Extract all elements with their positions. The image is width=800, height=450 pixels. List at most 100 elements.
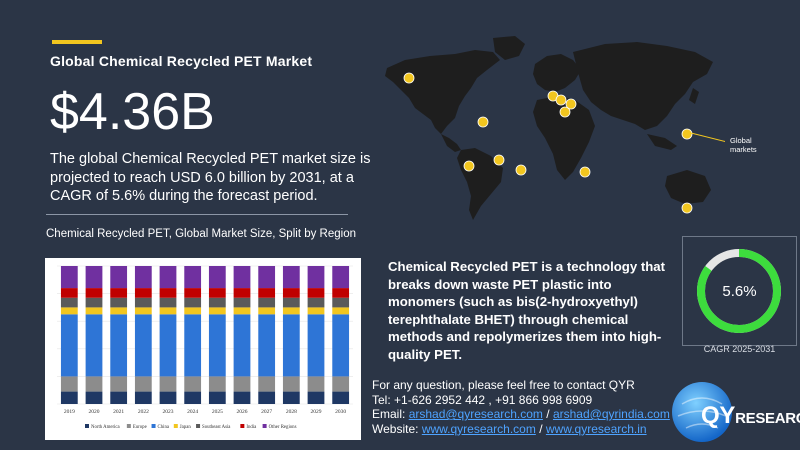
bar-segment-india [208,288,226,298]
logo-globe-icon [672,382,732,442]
bar-segment-japan [282,307,300,315]
legend-swatch [151,424,156,428]
x-tick-label: 2026 [237,409,248,415]
bar-segment-europe [208,376,226,392]
email-separator: / [542,407,553,421]
email-link-1[interactable]: arshad@qyresearch.com [408,407,543,421]
legend-label: Southeast Asia [202,425,231,430]
bar-segment-southeast-asia [134,297,152,308]
cagr-ring-arc [697,249,781,333]
africa-shape [533,96,595,180]
bar-segment-north-america [184,391,202,404]
divider [46,214,348,215]
cagr-box: 5.6% [682,236,797,346]
bar-segment-other-regions [159,266,177,289]
bar-segment-india [258,288,276,298]
bar-segment-india [85,288,103,298]
map-marker [477,116,489,128]
x-tick-label: 2019 [64,409,75,415]
map-marker [681,128,693,140]
bar-segment-north-america [233,391,251,404]
legend-swatch [262,424,267,428]
legend-label: Europe [133,425,147,430]
bar-segment-north-america [159,391,177,404]
x-tick-label: 2027 [261,409,272,415]
website-link-2[interactable]: www.qyresearch.in [545,421,647,436]
bar-segment-china [110,314,128,377]
bar-segment-india [110,288,128,298]
bar-segment-north-america [258,391,276,404]
chart-caption: Chemical Recycled PET, Global Market Siz… [46,228,356,240]
map-legend-label: Global markets [730,136,757,154]
contact-intro: For any question, please feel free to co… [372,378,635,392]
bar-segment-europe [110,376,128,392]
bar-segment-india [184,288,202,298]
bar-segment-southeast-asia [332,297,350,308]
central-america-shape [441,134,461,152]
legend-label: India [246,425,257,430]
bar-segment-other-regions [208,266,226,289]
bar-segment-other-regions [85,266,103,289]
map-marker [555,94,567,106]
bar-segment-north-america [110,391,128,404]
email-label: Email: [372,407,409,421]
logo-text-big: QY [701,402,736,429]
website-link-1[interactable]: www.qyresearch.com [421,421,536,436]
bar-segment-other-regions [60,266,78,289]
bar-segment-china [332,314,350,377]
bar-segment-europe [258,376,276,392]
greenland-shape [493,36,525,60]
bar-segment-india [159,288,177,298]
bar-segment-southeast-asia [282,297,300,308]
website-separator: / [535,421,546,436]
bar-segment-china [60,314,78,377]
legend-swatch [240,424,245,428]
qyresearch-logo: QYRESEARCH [668,378,800,446]
email-link-2[interactable]: arshad@qyrindia.com [552,407,670,421]
asia-shape [573,42,713,130]
bar-segment-other-regions [258,266,276,289]
bar-segment-europe [233,376,251,392]
bar-segment-other-regions [134,266,152,289]
x-tick-label: 2021 [113,409,124,415]
bar-segment-other-regions [332,266,350,289]
bar-segment-india [233,288,251,298]
bar-segment-north-america [282,391,300,404]
x-tick-label: 2030 [335,409,346,415]
x-tick-label: 2023 [163,409,174,415]
bar-segment-southeast-asia [233,297,251,308]
bar-segment-japan [208,307,226,315]
contact-website: Website: www.qyresearch.com / www.qyrese… [372,422,672,437]
contact-block: For any question, please feel free to co… [372,378,672,436]
region-chart: 2019 2020 2021 2022 2023 2024 2025 2026 2027 2028… [45,258,361,440]
bar-segment-japan [184,307,202,315]
bar-segment-north-america [307,391,325,404]
bar-segment-china [159,314,177,377]
world-map [385,36,725,220]
legend-swatch [85,424,89,428]
contact-tel: Tel: +1-626 2952 442 , +91 866 998 6909 [372,393,672,408]
bar-segment-north-america [134,391,152,404]
bar-segment-india [134,288,152,298]
bar-segment-japan [258,307,276,315]
bar-segment-north-america [85,391,103,404]
europe-shape [533,54,581,92]
technology-description: Chemical Recycled PET is a technology th… [388,259,666,362]
bar-segment-europe [307,376,325,392]
market-size-value: $4.36B [50,83,215,141]
tel-label: Tel: [372,392,395,407]
bar-segment-other-regions [282,266,300,289]
legend-swatch [126,424,131,428]
japan-shape [689,88,699,104]
bar-segment-japan [134,307,152,315]
map-marker [403,72,415,84]
bar-segment-southeast-asia [110,297,128,308]
bar-segment-india [307,288,325,298]
website-label: Website: [372,421,422,436]
bar-segment-china [282,314,300,377]
bar-segment-southeast-asia [258,297,276,308]
cagr-value: 5.6% [722,283,757,300]
map-marker [579,166,591,178]
bar-segment-southeast-asia [307,297,325,308]
bar-segment-southeast-asia [208,297,226,308]
